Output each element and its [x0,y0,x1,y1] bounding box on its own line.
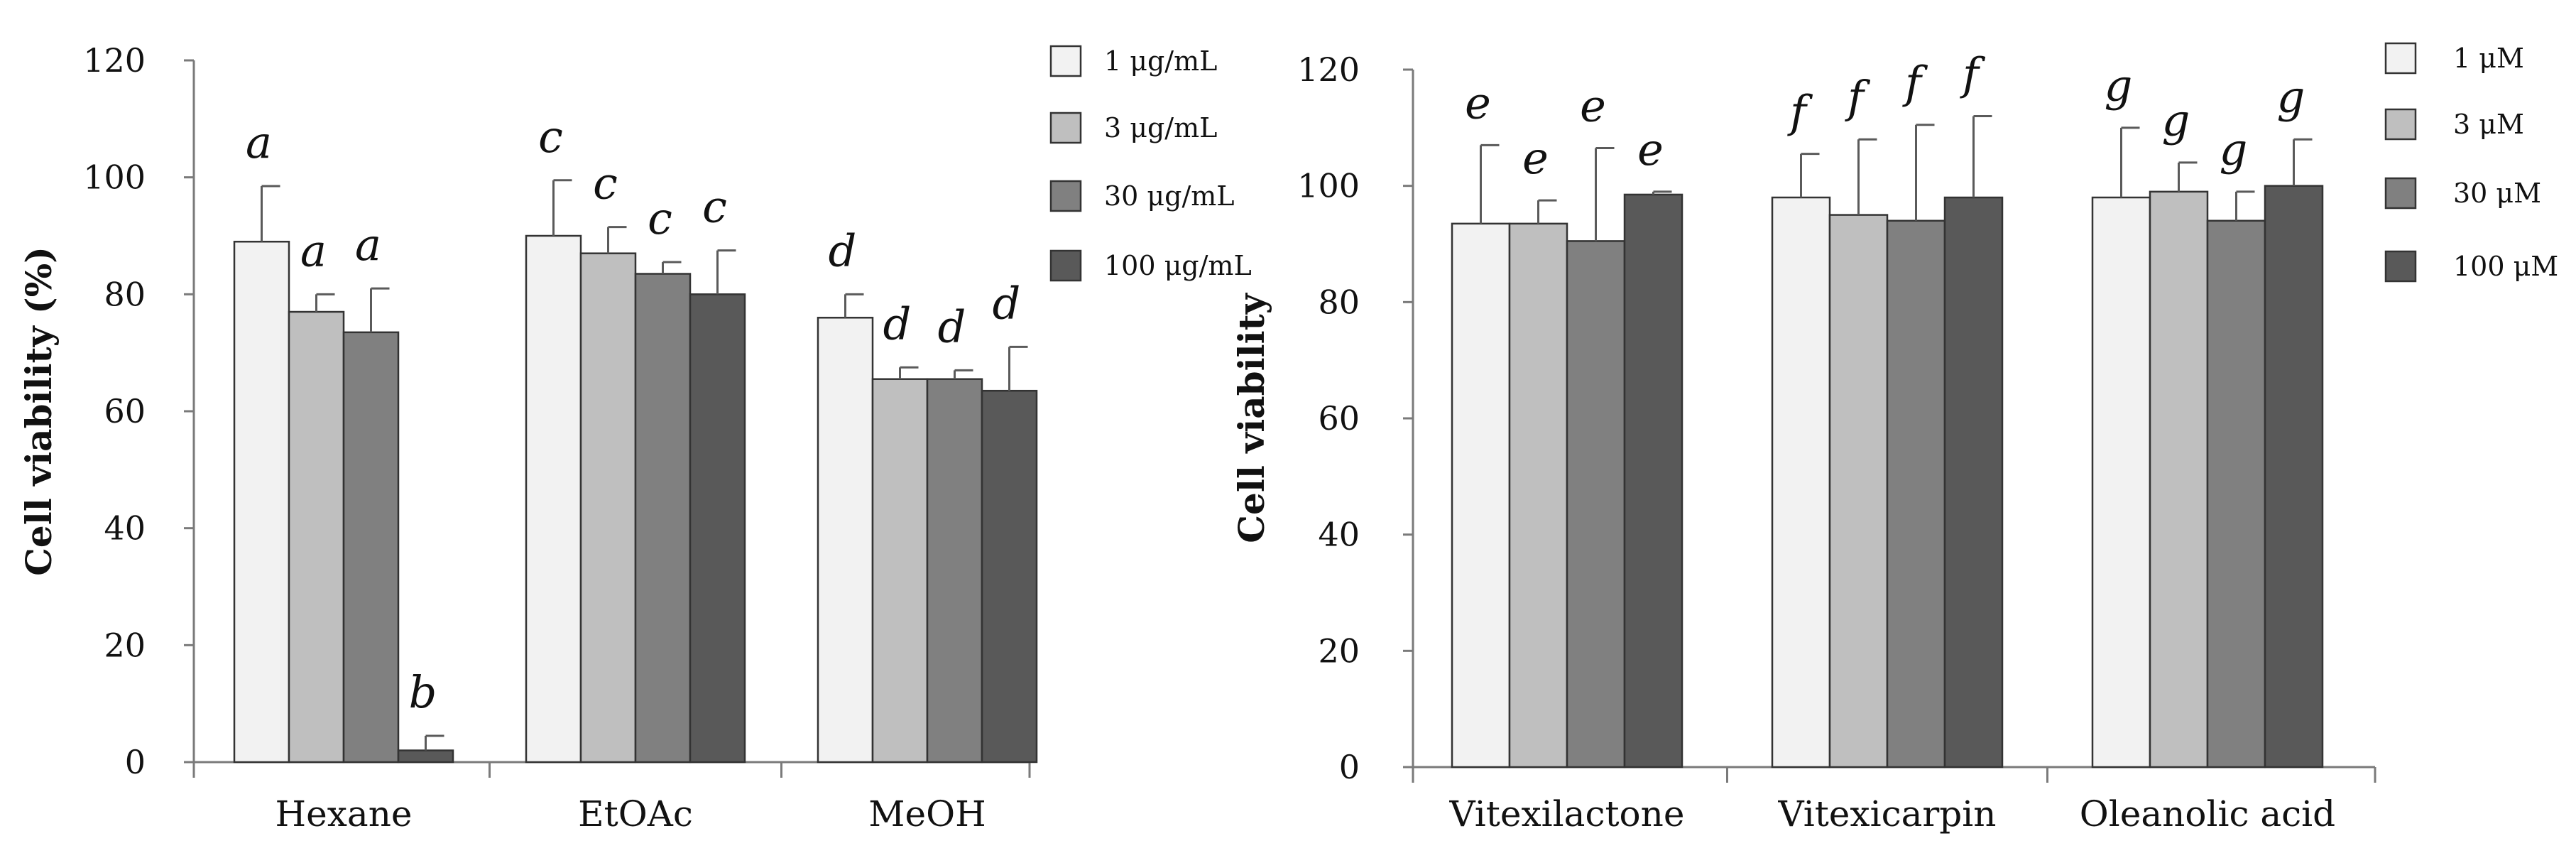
bar [233,240,290,764]
significance-letter: e [1580,80,1606,131]
bar [2149,190,2209,769]
significance-letter: a [246,116,272,168]
significance-letter: d [938,300,966,352]
legend: 1 μg/mL 3 μg/mL 30 μg/mL 100 μg/mL [1049,45,1252,282]
significance-letter: c [648,192,672,244]
significance-letter: a [300,224,327,276]
y-tick-label: 100 [1297,167,1360,205]
y-tick-label: 0 [1339,748,1360,786]
significance-letter: g [2220,124,2248,175]
bar [342,331,400,764]
significance-letter: e [1465,77,1491,129]
bar [1943,196,2004,769]
significance-letter: f [1787,86,1813,138]
y-tick-label: 100 [83,158,146,197]
significance-letter: e [1637,124,1664,175]
legend-label: 1 μM [2453,43,2524,74]
legend: 1 μM 3 μM 30 μM 100 μM [2384,42,2558,283]
bar [689,293,746,764]
bar [981,389,1038,764]
significance-letter: g [2277,71,2305,123]
legend-label: 3 μg/mL [1104,112,1217,143]
bar [1566,240,1626,769]
significance-letter: f [1845,71,1871,123]
y-tick-label: 20 [1318,631,1360,670]
legend-swatch [2384,42,2417,75]
y-tick-label: 60 [104,392,146,430]
bar [871,378,929,764]
y-tick-label: 80 [1318,283,1360,321]
legend-label: 1 μg/mL [1104,45,1217,77]
significance-letter: c [593,158,618,210]
x-category-label: MeOH [868,793,986,835]
legend-label: 3 μM [2453,109,2524,140]
legend-label: 30 μg/mL [1104,180,1235,212]
significance-letter: e [1522,132,1549,184]
legend-swatch [2384,177,2417,210]
bar [525,234,582,764]
significance-letter: d [829,224,857,276]
bar [1451,222,1511,769]
bar [1828,214,1889,769]
bar [2091,196,2151,769]
bar [817,317,874,764]
significance-letter: g [2162,94,2190,146]
bar [1771,196,1831,769]
bar [1508,222,1568,769]
legend-swatch [2384,108,2417,141]
bar [634,273,692,764]
y-tick-label: 120 [83,41,146,80]
bar [579,252,637,764]
y-tick-label: 120 [1297,50,1360,89]
significance-letter: a [355,219,381,271]
bar [1623,193,1683,769]
y-tick-label: 20 [104,626,146,664]
bar [397,749,454,764]
bar [1886,219,1946,769]
x-category-label: Oleanolic acid [2080,793,2335,835]
x-category-label: Vitexilactone [1449,793,1685,835]
x-category-label: EtOAc [578,793,693,835]
y-axis-label: Cell viability [1230,292,1272,543]
legend-swatch [1049,249,1082,282]
legend-label: 100 μg/mL [1104,250,1252,281]
y-tick-label: 60 [1318,399,1360,438]
legend-label: 100 μM [2453,251,2558,282]
y-tick-label: 0 [125,743,146,781]
bar [2206,219,2266,769]
legend-swatch [1049,112,1082,144]
legend-label: 30 μM [2453,178,2541,209]
legend-swatch [2384,250,2417,283]
x-category-label: Vitexicarpin [1777,793,1996,835]
y-tick-label: 80 [104,275,146,313]
significance-letter: f [1902,57,1928,109]
significance-letter: g [2105,60,2133,112]
legend-swatch [1049,180,1082,212]
bar [926,378,983,764]
bar [2264,185,2324,769]
legend-swatch [1049,45,1082,77]
y-tick-label: 40 [1318,516,1360,554]
significance-letter: b [409,666,437,718]
bar [288,310,345,764]
significance-letter: d [883,298,912,349]
significance-letter: f [1960,48,1986,99]
y-axis-label: Cell viability (%) [18,246,60,576]
significance-letter: c [702,181,727,233]
y-tick-label: 40 [104,509,146,548]
significance-letter: c [538,111,563,163]
significance-letter: d [993,277,1021,329]
x-category-label: Hexane [275,793,413,835]
